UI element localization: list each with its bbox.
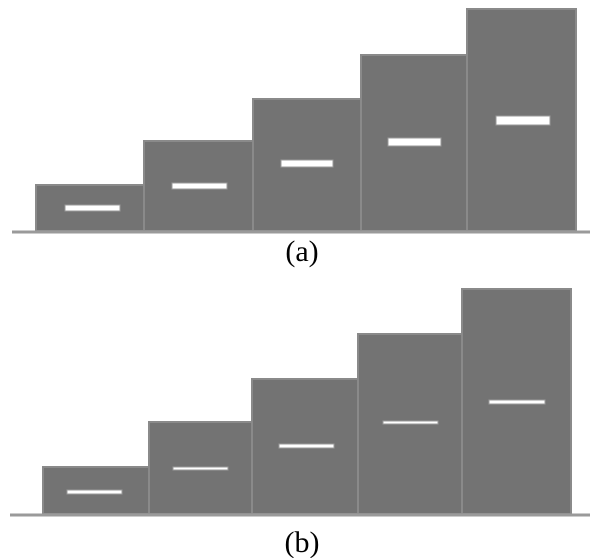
staircase-a [35, 8, 577, 232]
level-marker-b-3 [278, 443, 335, 449]
markers-b [66, 399, 546, 495]
caption-b: (b) [285, 526, 320, 558]
markers-a [64, 115, 551, 212]
level-marker-b-1 [66, 489, 123, 495]
level-marker-a-2 [171, 182, 228, 190]
level-marker-a-5 [495, 115, 551, 126]
panel-b: (b) [10, 288, 590, 558]
panel-a: (a) [12, 8, 590, 268]
level-marker-a-4 [387, 137, 442, 147]
level-marker-b-4 [382, 420, 439, 425]
level-marker-b-2 [172, 466, 229, 471]
level-marker-a-1 [64, 204, 121, 212]
level-marker-a-3 [280, 159, 334, 168]
caption-a: (a) [285, 235, 318, 268]
level-marker-b-5 [488, 399, 546, 405]
